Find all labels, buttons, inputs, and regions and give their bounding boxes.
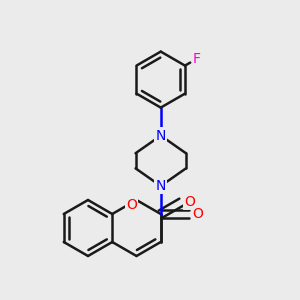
Text: O: O [126,198,137,212]
Text: N: N [156,129,166,142]
Text: F: F [193,52,201,66]
Text: O: O [192,207,203,221]
Text: O: O [184,195,195,209]
Text: N: N [156,179,166,193]
